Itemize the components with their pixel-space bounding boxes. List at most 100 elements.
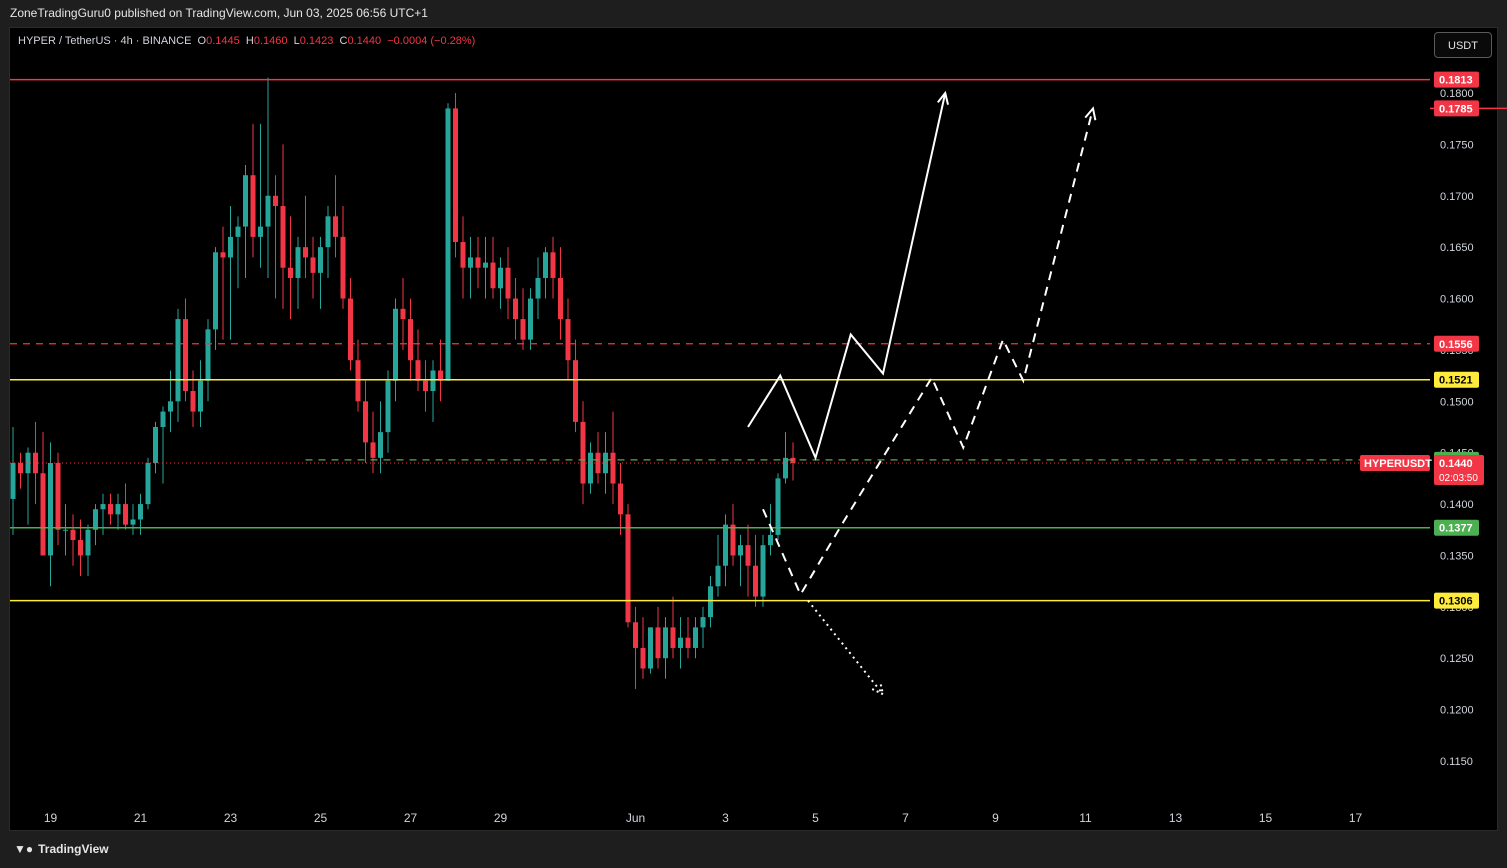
candle-body[interactable] [588, 452, 593, 484]
candle-body[interactable] [723, 524, 728, 566]
candle-body[interactable] [453, 108, 458, 243]
candle-body[interactable] [558, 277, 563, 320]
candle-body[interactable] [753, 565, 758, 597]
candle-body[interactable] [303, 247, 308, 258]
candle-body[interactable] [160, 411, 166, 427]
candle-body[interactable] [400, 308, 406, 320]
candle-body[interactable] [183, 319, 188, 392]
candle-body[interactable] [663, 627, 668, 659]
candle-body[interactable] [220, 252, 226, 258]
candle-body[interactable] [550, 252, 556, 278]
projection-path[interactable] [747, 92, 947, 461]
candle-body[interactable] [678, 637, 683, 648]
candle-body[interactable] [325, 216, 331, 248]
candle-body[interactable] [228, 236, 233, 258]
candle-body[interactable] [633, 622, 638, 648]
candle-body[interactable] [348, 298, 353, 361]
candle-body[interactable] [730, 524, 736, 556]
candle-body[interactable] [693, 627, 698, 648]
candle-body[interactable] [505, 267, 511, 299]
candle-body[interactable] [18, 462, 23, 474]
candle-body[interactable] [393, 308, 398, 381]
candle-body[interactable] [700, 617, 706, 628]
candle-body[interactable] [123, 504, 128, 525]
candle-body[interactable] [640, 647, 646, 669]
candle-body[interactable] [655, 627, 661, 659]
candle-body[interactable] [273, 195, 278, 207]
candle-body[interactable] [198, 380, 203, 412]
level-price-tag[interactable] [1434, 519, 1479, 536]
level-price-tag[interactable] [1434, 592, 1479, 609]
candle-body[interactable] [25, 452, 31, 474]
candle-body[interactable] [513, 298, 518, 320]
candle-body[interactable] [580, 421, 586, 484]
candle-body[interactable] [40, 473, 46, 556]
candle-body[interactable] [108, 504, 113, 515]
candle-body[interactable] [78, 540, 83, 556]
candle-body[interactable] [33, 452, 38, 474]
candle-body[interactable] [340, 236, 346, 299]
candle-body[interactable] [318, 247, 323, 273]
candle-body[interactable] [100, 504, 106, 510]
candle-body[interactable] [370, 442, 376, 458]
candle-body[interactable] [288, 267, 293, 278]
candle-body[interactable] [460, 242, 466, 268]
candle-body[interactable] [243, 175, 248, 227]
candle-body[interactable] [93, 509, 98, 530]
candle-body[interactable] [475, 257, 481, 268]
candle-body[interactable] [490, 262, 496, 289]
candle-body[interactable] [190, 391, 196, 412]
candle-body[interactable] [355, 360, 361, 402]
candle-body[interactable] [603, 452, 608, 474]
candle-body[interactable] [205, 329, 211, 381]
candle-body[interactable] [528, 298, 533, 340]
level-price-tag[interactable] [1434, 71, 1479, 88]
candle-body[interactable] [10, 462, 16, 499]
candle-body[interactable] [438, 370, 443, 381]
candle-body[interactable] [265, 195, 271, 227]
candle-body[interactable] [768, 534, 773, 546]
candle-body[interactable] [175, 319, 181, 402]
candle-body[interactable] [145, 462, 151, 505]
candle-body[interactable] [258, 226, 263, 237]
candle-body[interactable] [775, 478, 781, 535]
candle-body[interactable] [745, 545, 751, 566]
candle-body[interactable] [738, 545, 743, 556]
candle-body[interactable] [648, 627, 653, 669]
candle-body[interactable] [168, 401, 173, 412]
candle-body[interactable] [280, 206, 286, 268]
candle-body[interactable] [55, 462, 61, 530]
current-price-tag[interactable] [1434, 454, 1484, 485]
candle-body[interactable] [783, 457, 788, 479]
level-price-tag[interactable] [1434, 335, 1479, 352]
candle-body[interactable] [423, 380, 428, 392]
projection-path[interactable] [807, 600, 884, 695]
projection-path[interactable] [762, 108, 1094, 597]
candle-body[interactable] [310, 257, 316, 273]
candle-body[interactable] [618, 483, 623, 515]
candle-body[interactable] [543, 252, 548, 278]
candle-body[interactable] [498, 267, 503, 289]
candle-body[interactable] [385, 380, 391, 433]
candle-body[interactable] [520, 319, 526, 340]
candle-body[interactable] [535, 277, 541, 299]
candle-body[interactable] [48, 462, 53, 556]
candle-body[interactable] [213, 252, 218, 330]
candle-body[interactable] [760, 545, 766, 597]
candle-body[interactable] [363, 401, 368, 443]
candle-body[interactable] [573, 360, 578, 422]
candle-body[interactable] [115, 504, 121, 515]
candle-body[interactable] [468, 257, 473, 268]
candle-body[interactable] [483, 262, 488, 268]
symbol-tag[interactable] [1360, 454, 1430, 471]
candle-body[interactable] [415, 360, 421, 381]
candle-body[interactable] [708, 586, 713, 618]
candle-body[interactable] [670, 627, 676, 648]
currency-button[interactable]: USDT [1434, 32, 1492, 58]
candle-body[interactable] [70, 529, 76, 541]
candle-body[interactable] [625, 514, 631, 623]
candle-body[interactable] [408, 319, 413, 361]
candle-body[interactable] [130, 519, 136, 525]
candle-body[interactable] [445, 108, 451, 381]
